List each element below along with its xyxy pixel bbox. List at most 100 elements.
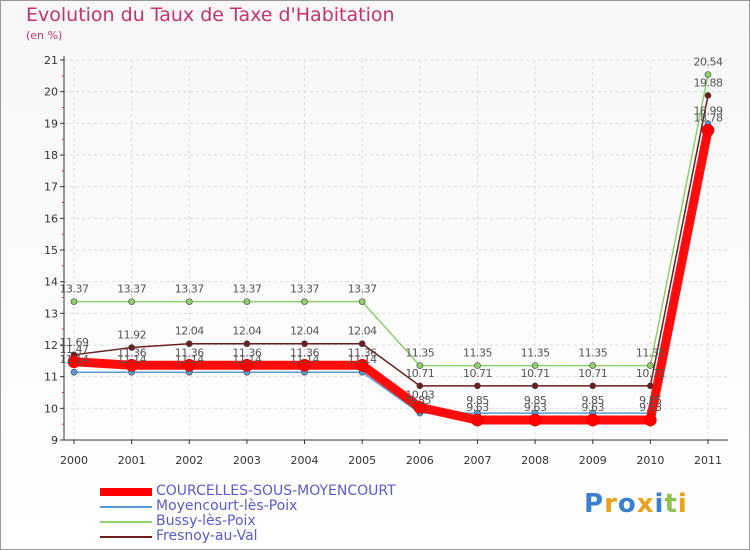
data-label: 9.63 — [524, 401, 547, 414]
x-tick-label: 2010 — [636, 454, 664, 467]
series-line — [73, 129, 713, 425]
data-label: 13.37 — [348, 283, 377, 296]
series-line — [73, 95, 709, 387]
data-point — [474, 382, 481, 390]
data-label: 11.14 — [60, 353, 89, 366]
y-tick-label: 13 — [44, 307, 58, 320]
data-point — [644, 413, 657, 427]
legend-swatch — [100, 536, 152, 538]
data-point — [185, 340, 193, 348]
data-label: 11.14 — [348, 353, 377, 366]
data-point — [67, 355, 81, 369]
logo-letter: x — [636, 489, 655, 519]
data-label: 13.37 — [60, 283, 89, 296]
data-point — [413, 401, 427, 414]
legend-swatch — [100, 488, 152, 496]
data-label: 13.37 — [290, 283, 319, 296]
data-point — [474, 362, 481, 369]
y-tick-label: 14 — [44, 276, 58, 289]
data-label: 20.54 — [694, 56, 723, 69]
y-tick-label: 19 — [44, 117, 58, 130]
data-label: 9.85 — [524, 394, 547, 407]
data-point — [704, 71, 712, 78]
data-label: 10.71 — [521, 367, 550, 380]
unit-label: (en %) — [26, 29, 63, 42]
y-tick-label: 17 — [44, 181, 58, 194]
x-tick-label: 2011 — [694, 454, 722, 467]
data-point — [358, 298, 366, 305]
y-tick-label: 20 — [44, 86, 58, 99]
data-point — [589, 382, 597, 390]
data-label: 11.36 — [232, 346, 261, 359]
data-label: 9.63 — [581, 401, 604, 414]
data-label: 13.37 — [117, 283, 146, 296]
data-label: 19.88 — [694, 76, 723, 89]
data-point — [528, 413, 542, 427]
data-label: 11.35 — [636, 347, 665, 360]
data-point — [704, 92, 712, 99]
y-tick-label: 12 — [44, 339, 58, 352]
data-label: 10.71 — [636, 367, 665, 380]
legend-label: Moyencourt-lès-Poix — [156, 498, 298, 514]
data-label: 18.99 — [694, 105, 723, 118]
data-label: 11.36 — [290, 346, 319, 359]
x-tick-label: 2009 — [579, 454, 607, 467]
y-tick-label: 16 — [44, 212, 58, 225]
data-label: 11.14 — [175, 353, 204, 366]
data-point — [647, 362, 654, 369]
proxiti-logo: Proxiti — [584, 489, 688, 519]
x-tick-label: 2008 — [521, 454, 549, 467]
data-point — [701, 124, 715, 137]
data-label: 9.63 — [639, 401, 662, 414]
data-label: 12.04 — [175, 325, 204, 338]
data-point — [589, 362, 597, 369]
series-bussy-l-s-poix — [70, 71, 712, 369]
logo-letter: P — [584, 489, 605, 519]
data-point — [586, 413, 600, 427]
x-tick-label: 2002 — [175, 454, 203, 467]
data-label: 11.47 — [60, 343, 89, 356]
logo-letter: r — [604, 489, 618, 519]
data-label: 11.36 — [117, 346, 146, 359]
data-point — [298, 358, 311, 372]
data-label: 11.36 — [348, 346, 377, 359]
x-tick-label: 2004 — [291, 454, 319, 467]
data-label: 18.78 — [694, 111, 723, 124]
data-label: 11.14 — [117, 353, 146, 366]
data-point — [128, 298, 135, 305]
data-label: 11.35 — [463, 347, 492, 360]
series-courcelles-sous-moyencourt — [67, 124, 715, 427]
data-label: 11.14 — [290, 353, 319, 366]
data-label: 10.71 — [578, 367, 607, 380]
x-tick-label: 2000 — [60, 454, 88, 467]
data-label: 11.35 — [521, 347, 550, 360]
data-point — [243, 340, 251, 348]
y-tick-label: 15 — [44, 244, 58, 257]
series-moyencourt-l-s-poix — [70, 120, 712, 417]
legend-swatch — [100, 506, 152, 508]
data-point — [531, 362, 539, 369]
data-point — [358, 340, 366, 348]
series-layer — [67, 71, 715, 427]
data-label: 13.37 — [232, 283, 261, 296]
x-tick-label: 2007 — [463, 454, 491, 467]
data-label: 11.36 — [175, 346, 204, 359]
logo-letter: i — [654, 489, 665, 519]
data-label: 9.63 — [466, 401, 489, 414]
data-point — [125, 358, 138, 372]
y-tick-label: 11 — [44, 371, 58, 384]
data-label: 9.85 — [581, 394, 604, 407]
y-tick-label: 10 — [44, 402, 58, 415]
data-label: 12.04 — [348, 325, 377, 338]
data-label: 9.85 — [466, 394, 489, 407]
x-tick-label: 2001 — [118, 454, 146, 467]
data-label: 12.04 — [290, 325, 319, 338]
logo-letter: o — [617, 489, 637, 519]
y-tick-label: 9 — [51, 434, 58, 447]
series-line — [74, 74, 709, 367]
legend-label: Bussy-lès-Poix — [156, 513, 256, 529]
data-point — [240, 358, 254, 372]
data-label: 10.71 — [463, 367, 492, 380]
data-point — [243, 298, 251, 305]
data-label: 10.71 — [405, 367, 434, 380]
